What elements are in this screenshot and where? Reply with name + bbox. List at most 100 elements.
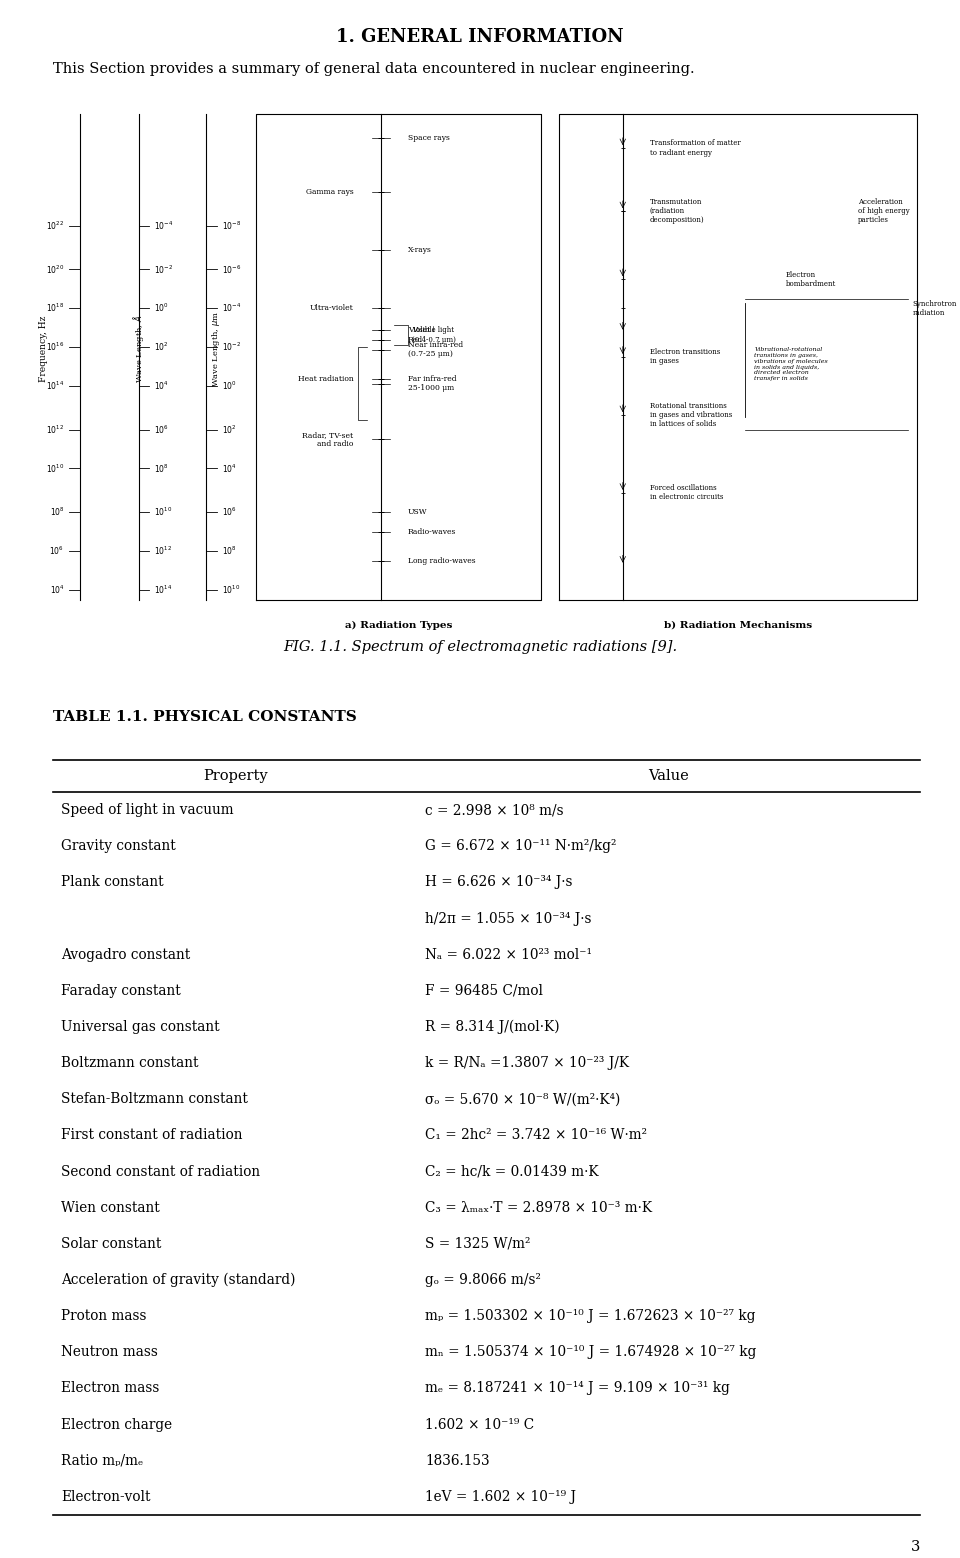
Text: FIG. 1.1. Spectrum of electromagnetic radiations [9].: FIG. 1.1. Spectrum of electromagnetic ra…	[283, 640, 677, 654]
Text: $10^{8}$: $10^{8}$	[154, 463, 169, 475]
Text: Electron charge: Electron charge	[61, 1418, 172, 1432]
Text: Speed of light in vacuum: Speed of light in vacuum	[61, 802, 233, 816]
Text: Synchrotron
radiation: Synchrotron radiation	[912, 299, 957, 316]
Text: R = 8.314 J/(mol·K): R = 8.314 J/(mol·K)	[425, 1020, 560, 1035]
Text: Near infra-red
(0.7-25 μm): Near infra-red (0.7-25 μm)	[408, 341, 463, 358]
Text: b) Radiation Mechanisms: b) Radiation Mechanisms	[664, 620, 812, 629]
Text: 1eV = 1.602 × 10⁻¹⁹ J: 1eV = 1.602 × 10⁻¹⁹ J	[425, 1489, 576, 1503]
Text: $10^{10}$: $10^{10}$	[154, 506, 172, 519]
Text: $10^{-8}$: $10^{-8}$	[222, 220, 241, 232]
Text: G = 6.672 × 10⁻¹¹ N·m²/kg²: G = 6.672 × 10⁻¹¹ N·m²/kg²	[425, 840, 616, 854]
Text: Transformation of matter
to radiant energy: Transformation of matter to radiant ener…	[650, 140, 741, 157]
Text: $10^{2}$: $10^{2}$	[222, 424, 236, 436]
Text: Long radio-waves: Long radio-waves	[408, 556, 475, 564]
Text: k = R/Nₐ =1.3807 × 10⁻²³ J/K: k = R/Nₐ =1.3807 × 10⁻²³ J/K	[425, 1056, 629, 1070]
Text: $10^{-2}$: $10^{-2}$	[222, 341, 241, 354]
Text: Gravity constant: Gravity constant	[61, 840, 176, 854]
Text: X-rays: X-rays	[408, 246, 432, 254]
Text: H = 6.626 × 10⁻³⁴ J·s: H = 6.626 × 10⁻³⁴ J·s	[425, 876, 572, 890]
Text: TABLE 1.1. PHYSICAL CONSTANTS: TABLE 1.1. PHYSICAL CONSTANTS	[53, 710, 357, 724]
Text: $10^{12}$: $10^{12}$	[154, 545, 172, 558]
Text: Violet↓: Violet↓	[408, 326, 437, 333]
Text: Ultra-violet: Ultra-violet	[310, 304, 353, 312]
Text: $10^{-4}$: $10^{-4}$	[154, 220, 174, 232]
Text: Far infra-red
25-1000 μm: Far infra-red 25-1000 μm	[408, 375, 456, 393]
Text: $10^{6}$: $10^{6}$	[154, 424, 169, 436]
Text: Frequency, Hz: Frequency, Hz	[39, 316, 48, 382]
Text: gₒ = 9.8066 m/s²: gₒ = 9.8066 m/s²	[425, 1273, 541, 1287]
Text: Ratio mₚ/mₑ: Ratio mₚ/mₑ	[61, 1454, 143, 1468]
Text: Acceleration of gravity (standard): Acceleration of gravity (standard)	[61, 1273, 296, 1287]
Text: $10^{4}$: $10^{4}$	[154, 380, 169, 393]
Text: mₚ = 1.503302 × 10⁻¹⁰ J = 1.672623 × 10⁻²⁷ kg: mₚ = 1.503302 × 10⁻¹⁰ J = 1.672623 × 10⁻…	[425, 1309, 756, 1323]
Text: $10^{14}$: $10^{14}$	[154, 584, 172, 597]
Text: Wave Length, $\mu$m: Wave Length, $\mu$m	[209, 312, 222, 386]
Text: $10^{8}$: $10^{8}$	[222, 545, 237, 558]
Text: $10^{0}$: $10^{0}$	[222, 380, 237, 393]
Text: a) Radiation Types: a) Radiation Types	[345, 620, 452, 629]
Text: First constant of radiation: First constant of radiation	[61, 1128, 243, 1142]
Text: Transmutation
(radiation
decomposition): Transmutation (radiation decomposition)	[650, 198, 705, 224]
Text: $10^{18}$: $10^{18}$	[46, 302, 64, 315]
Text: $10^6$: $10^6$	[50, 545, 64, 558]
Text: $10^{12}$: $10^{12}$	[46, 424, 64, 436]
Text: Boltzmann constant: Boltzmann constant	[61, 1056, 199, 1070]
Text: Property: Property	[203, 770, 268, 784]
Text: $10^{-2}$: $10^{-2}$	[154, 263, 173, 276]
Text: 1.602 × 10⁻¹⁹ C: 1.602 × 10⁻¹⁹ C	[425, 1418, 535, 1432]
Text: mₙ = 1.505374 × 10⁻¹⁰ J = 1.674928 × 10⁻²⁷ kg: mₙ = 1.505374 × 10⁻¹⁰ J = 1.674928 × 10⁻…	[425, 1345, 756, 1359]
Text: $10^{16}$: $10^{16}$	[46, 341, 64, 354]
Text: $10^{6}$: $10^{6}$	[222, 506, 237, 519]
Text: Red: Red	[408, 337, 423, 344]
Text: S = 1325 W/m²: S = 1325 W/m²	[425, 1237, 531, 1251]
Text: Solar constant: Solar constant	[61, 1237, 161, 1251]
Text: $10^{20}$: $10^{20}$	[46, 263, 64, 276]
Text: Second constant of radiation: Second constant of radiation	[61, 1164, 260, 1178]
Text: $10^{10}$: $10^{10}$	[46, 463, 64, 475]
Text: Nₐ = 6.022 × 10²³ mol⁻¹: Nₐ = 6.022 × 10²³ mol⁻¹	[425, 947, 592, 961]
Text: c = 2.998 × 10⁸ m/s: c = 2.998 × 10⁸ m/s	[425, 802, 564, 816]
Text: C₂ = hc/k = 0.01439 m·K: C₂ = hc/k = 0.01439 m·K	[425, 1164, 599, 1178]
Text: C₁ = 2hc² = 3.742 × 10⁻¹⁶ W·m²: C₁ = 2hc² = 3.742 × 10⁻¹⁶ W·m²	[425, 1128, 647, 1142]
Text: Wien constant: Wien constant	[61, 1201, 159, 1215]
Text: Rotational transitions
in gases and vibrations
in lattices of solids: Rotational transitions in gases and vibr…	[650, 402, 732, 428]
Text: Electron mass: Electron mass	[61, 1382, 159, 1396]
Text: Vibrational-rotational
transitions in gases,
vibrations of molecules
in solids a: Vibrational-rotational transitions in ga…	[755, 347, 828, 382]
Text: Forced oscillations
in electronic circuits: Forced oscillations in electronic circui…	[650, 485, 723, 502]
Text: $10^{0}$: $10^{0}$	[154, 302, 169, 315]
Text: C₃ = λₘₐₓ·T = 2.8978 × 10⁻³ m·K: C₃ = λₘₐₓ·T = 2.8978 × 10⁻³ m·K	[425, 1201, 652, 1215]
Text: Plank constant: Plank constant	[61, 876, 163, 890]
Text: Visible light
(0.4-0.7 μm): Visible light (0.4-0.7 μm)	[413, 326, 456, 344]
Text: $10^8$: $10^8$	[50, 506, 64, 519]
Text: Universal gas constant: Universal gas constant	[61, 1020, 220, 1035]
Text: Acceleration
of high energy
particles: Acceleration of high energy particles	[858, 198, 910, 224]
Text: Gamma rays: Gamma rays	[306, 189, 353, 196]
Text: $10^{4}$: $10^{4}$	[222, 463, 237, 475]
Text: $10^{14}$: $10^{14}$	[46, 380, 64, 393]
Text: 3: 3	[911, 1539, 920, 1553]
Text: $10^4$: $10^4$	[50, 584, 64, 597]
Text: This Section provides a summary of general data encountered in nuclear engineeri: This Section provides a summary of gener…	[53, 62, 695, 76]
Text: Value: Value	[648, 770, 689, 784]
Text: USW: USW	[408, 508, 427, 516]
Text: Avogadro constant: Avogadro constant	[61, 947, 190, 961]
Text: mₑ = 8.187241 × 10⁻¹⁴ J = 9.109 × 10⁻³¹ kg: mₑ = 8.187241 × 10⁻¹⁴ J = 9.109 × 10⁻³¹ …	[425, 1382, 730, 1396]
Text: $10^{2}$: $10^{2}$	[154, 341, 169, 354]
Text: Heat radiation: Heat radiation	[298, 374, 353, 383]
Text: $10^{-6}$: $10^{-6}$	[222, 263, 241, 276]
Text: Space rays: Space rays	[408, 134, 449, 142]
Text: h/2π = 1.055 × 10⁻³⁴ J·s: h/2π = 1.055 × 10⁻³⁴ J·s	[425, 911, 591, 925]
Text: Radio-waves: Radio-waves	[408, 528, 456, 536]
Text: Wave Length, $\AA$: Wave Length, $\AA$	[132, 315, 146, 383]
Text: Neutron mass: Neutron mass	[61, 1345, 157, 1359]
Text: Radar, TV-set
and radio: Radar, TV-set and radio	[302, 430, 353, 449]
Text: $10^{22}$: $10^{22}$	[46, 220, 64, 232]
Text: Electron transitions
in gases: Electron transitions in gases	[650, 349, 720, 366]
Text: F = 96485 C/mol: F = 96485 C/mol	[425, 983, 543, 997]
Text: Electron-volt: Electron-volt	[61, 1489, 151, 1503]
Text: $10^{10}$: $10^{10}$	[222, 584, 240, 597]
Text: σₒ = 5.670 × 10⁻⁸ W/(m²·K⁴): σₒ = 5.670 × 10⁻⁸ W/(m²·K⁴)	[425, 1092, 620, 1106]
Text: Electron
bombardment: Electron bombardment	[785, 271, 836, 288]
Text: 1836.153: 1836.153	[425, 1454, 490, 1468]
Text: Faraday constant: Faraday constant	[61, 983, 180, 997]
